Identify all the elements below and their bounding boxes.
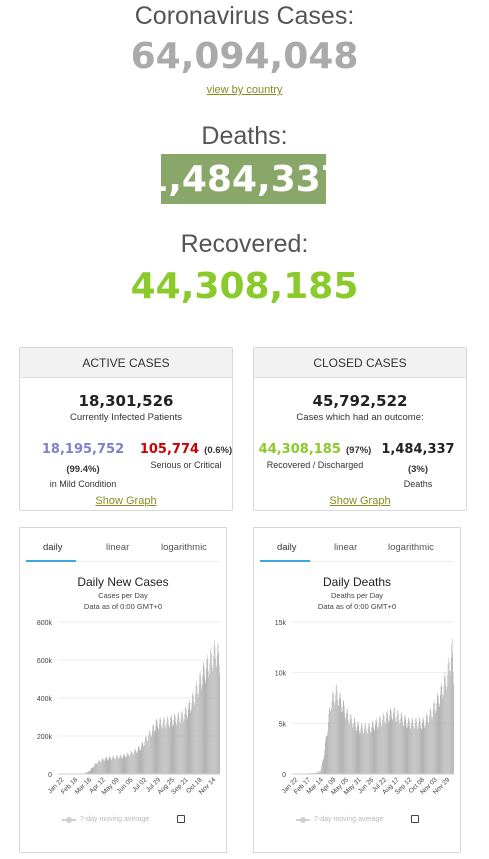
active-cases-total: 18,301,526 (78, 392, 174, 410)
deaths-label: Deaths: (201, 122, 288, 150)
tab-logarithmic[interactable]: logarithmic (161, 542, 207, 553)
closed-cases-title: CLOSED CASES (254, 348, 466, 378)
chart-title: Daily New Cases (77, 575, 169, 589)
closed-cases-total: 45,792,522 (312, 392, 408, 410)
y-tick-label: 0 (48, 772, 52, 779)
daily-deaths-chart-panel: daily linear logarithmic Daily Deaths De… (253, 527, 461, 853)
active-cases-panel: ACTIVE CASES 18,301,526 Currently Infect… (19, 347, 233, 511)
closed-cases-show-graph-link[interactable]: Show Graph (329, 495, 391, 507)
closed-deaths-label: Deaths (403, 479, 433, 489)
tab-daily[interactable]: daily (277, 542, 297, 553)
y-tick-label: 800k (37, 620, 53, 627)
y-tick-label: 400k (37, 696, 53, 703)
tab-linear[interactable]: linear (106, 542, 130, 553)
closed-deaths-block: 1,484,337 (3%) Deaths (370, 438, 466, 489)
legend-label: 7-day moving average (80, 816, 150, 823)
daily-cases-chart-panel: daily linear logarithmic Daily New Cases… (19, 527, 227, 853)
active-cases-total-label: Currently Infected Patients (70, 412, 182, 423)
deaths-count: 1,484,337 (143, 159, 346, 200)
moving-average-checkbox[interactable] (177, 815, 185, 823)
x-tick-label: Jun 05 (116, 776, 135, 795)
mild-condition-count: 18,195,752 (41, 442, 125, 457)
y-tick-label: 5k (279, 721, 287, 728)
y-tick-label: 200k (37, 734, 53, 741)
chart-subtitle: Cases per Day (98, 591, 148, 600)
mild-condition-pct: (99.4%) (66, 464, 100, 475)
daily-cases-chart-tabs: daily linear logarithmic (26, 540, 220, 562)
y-tick-label: 600k (37, 658, 53, 665)
tab-daily[interactable]: daily (43, 542, 63, 553)
legend-label: 7-day moving average (314, 816, 384, 823)
chart-subtitle: Deaths per Day (330, 591, 384, 600)
closed-recovered-count: 44,308,185 (258, 442, 341, 457)
active-cases-title: ACTIVE CASES (20, 348, 232, 378)
active-cases-show-graph-link[interactable]: Show Graph (95, 495, 157, 507)
closed-recovered-label: Recovered / Discharged (266, 460, 364, 470)
recovered-label: Recovered: (180, 230, 309, 258)
cases-count: 64,094,048 (130, 36, 359, 77)
y-tick-label: 10k (275, 671, 287, 678)
active-tab-indicator (260, 560, 310, 562)
closed-deaths-count: 1,484,337 (381, 442, 455, 457)
cases-label: Coronavirus Cases: (134, 2, 355, 30)
serious-condition-label: Serious or Critical (150, 460, 222, 470)
serious-condition-pct: (0.6%) (204, 445, 233, 456)
closed-recovered-pct: (97%) (346, 445, 372, 456)
chart-data-note: Data as of 0:00 GMT+0 (317, 602, 397, 611)
mild-condition-label: in Mild Condition (49, 479, 117, 489)
recovered-block: 44,308,185 (97%) Recovered / Discharged (258, 438, 372, 470)
serious-condition-count: 105,774 (139, 442, 200, 457)
view-by-country-link[interactable]: view by country (206, 84, 283, 96)
serious-condition-block: 105,774 (0.6%) Serious or Critical (138, 438, 234, 470)
deaths-highlight (161, 154, 326, 204)
daily-deaths-chart-tabs: daily linear logarithmic (260, 540, 454, 562)
chart-data-note: Data as of 0:00 GMT+0 (83, 602, 163, 611)
y-tick-label: 15k (275, 620, 287, 627)
tab-linear[interactable]: linear (334, 542, 358, 553)
y-tick-label: 0 (282, 772, 286, 779)
closed-cases-panel: CLOSED CASES 45,792,522 Cases which had … (253, 347, 467, 511)
recovered-count: 44,308,185 (130, 266, 359, 307)
tab-logarithmic[interactable]: logarithmic (388, 542, 434, 553)
moving-average-checkbox[interactable] (411, 815, 419, 823)
chart-title: Daily Deaths (322, 575, 392, 589)
closed-deaths-pct: (3%) (407, 464, 429, 475)
legend-dot-icon (66, 817, 72, 823)
legend-dot-icon (300, 817, 306, 823)
active-tab-indicator (26, 560, 76, 562)
mild-condition-block: 18,195,752 (99.4%) in Mild Condition (24, 438, 142, 489)
closed-cases-total-label: Cases which had an outcome: (296, 412, 424, 423)
